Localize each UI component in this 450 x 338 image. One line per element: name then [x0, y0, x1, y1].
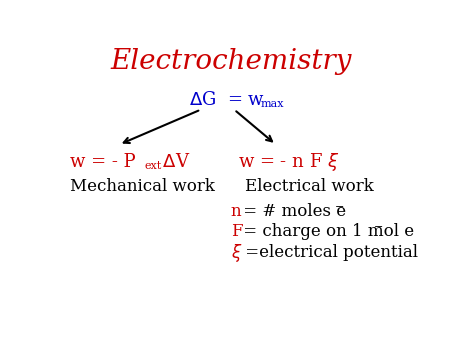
Text: =electrical potential: =electrical potential — [240, 244, 418, 261]
Text: −: − — [334, 201, 344, 212]
Text: max: max — [261, 99, 284, 108]
Text: w = - n F $\xi$: w = - n F $\xi$ — [238, 151, 339, 173]
Text: n: n — [230, 202, 241, 219]
Text: −: − — [374, 222, 383, 233]
Text: Electrochemistry: Electrochemistry — [110, 48, 351, 75]
Text: = charge on 1 mol e: = charge on 1 mol e — [238, 223, 414, 240]
Text: Electrical work: Electrical work — [245, 178, 374, 195]
Text: = # moles e: = # moles e — [238, 202, 346, 219]
Text: w = - P: w = - P — [70, 152, 136, 171]
Text: ext: ext — [144, 161, 162, 171]
Text: $\xi$: $\xi$ — [230, 242, 242, 264]
Text: $\Delta$V: $\Delta$V — [157, 152, 190, 171]
Text: Mechanical work: Mechanical work — [70, 178, 215, 195]
Text: $\Delta$G  = w: $\Delta$G = w — [189, 91, 265, 110]
Text: F: F — [230, 223, 242, 240]
